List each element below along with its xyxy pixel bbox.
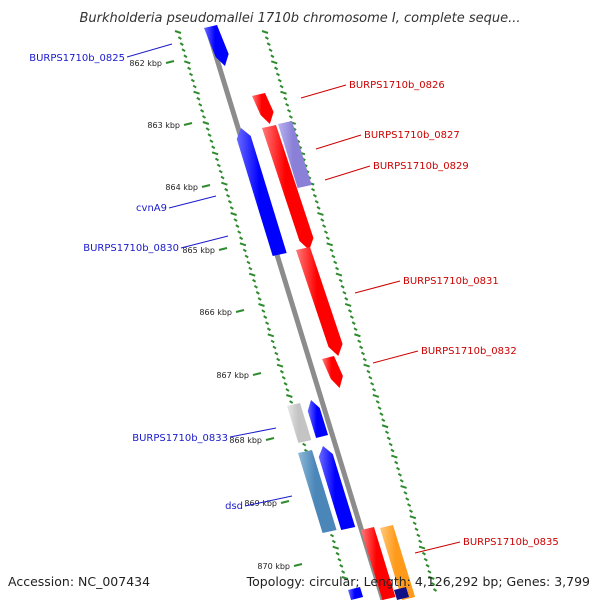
- feature-labels: BURPS1710b_0825 cvnA9 BURPS1710b_0830 BURPS…: [29, 43, 559, 554]
- map-title: Burkholderia pseudomallei 1710b chromoso…: [79, 11, 520, 26]
- ruler-label: 863 kbp: [147, 121, 180, 130]
- summary-text: Topology: circular; Length: 4,126,292 bp…: [246, 574, 590, 589]
- backbone-line: [205, 29, 386, 600]
- accession-text: Accession: NC_007434: [8, 574, 150, 589]
- gene-0831-arrow: [296, 247, 343, 356]
- gene-steel-arrow: [298, 450, 337, 533]
- ruler: 862 kbp 863 kbp 864 kbp 865 kbp 866 kbp 867 k…: [129, 59, 303, 571]
- right-gene-label: BURPS1710b_0832: [421, 346, 517, 357]
- ruler-label: 870 kbp: [257, 562, 290, 571]
- ruler-label: 862 kbp: [129, 59, 162, 68]
- gene-0832-arrow: [322, 356, 343, 388]
- left-gene-label: BURPS1710b_0830: [83, 243, 179, 254]
- gene-cvnA9-arrow: [236, 128, 287, 256]
- gene-dsd-arrow: [318, 446, 356, 530]
- gene-0826-arrow: [252, 93, 274, 124]
- gene-0835-red-arrow: [361, 527, 396, 600]
- right-gene-label: BURPS1710b_0831: [403, 276, 499, 287]
- right-gene-label: BURPS1710b_0827: [364, 130, 460, 141]
- right-gene-label: BURPS1710b_0829: [373, 161, 469, 172]
- right-gene-label: BURPS1710b_0826: [349, 80, 445, 91]
- ruler-label: 867 kbp: [216, 371, 249, 380]
- right-gene-label: BURPS1710b_0835: [463, 537, 559, 548]
- gene-bottom-blue-arrow: [348, 587, 364, 600]
- ruler-label: 869 kbp: [244, 499, 277, 508]
- gene-0827-arrow: [262, 125, 314, 250]
- left-gene-label: dsd: [225, 501, 243, 512]
- gene-0825-arrow: [204, 25, 229, 66]
- gene-0829-arrow: [278, 121, 312, 188]
- gene-gray-arrow: [287, 403, 312, 443]
- features: [204, 25, 416, 600]
- left-gene-label: BURPS1710b_0825: [29, 53, 125, 64]
- left-gene-label: cvnA9: [136, 203, 167, 214]
- left-gene-label: BURPS1710b_0833: [132, 433, 228, 444]
- gene-bottom-navy-arrow: [394, 587, 410, 600]
- gene-0835-orange-arrow: [380, 525, 416, 600]
- gene-0833-arrow: [307, 400, 329, 438]
- ruler-label: 868 kbp: [229, 436, 262, 445]
- ruler-label: 866 kbp: [199, 308, 232, 317]
- ruler-label: 864 kbp: [165, 183, 198, 192]
- ruler-label: 865 kbp: [182, 246, 215, 255]
